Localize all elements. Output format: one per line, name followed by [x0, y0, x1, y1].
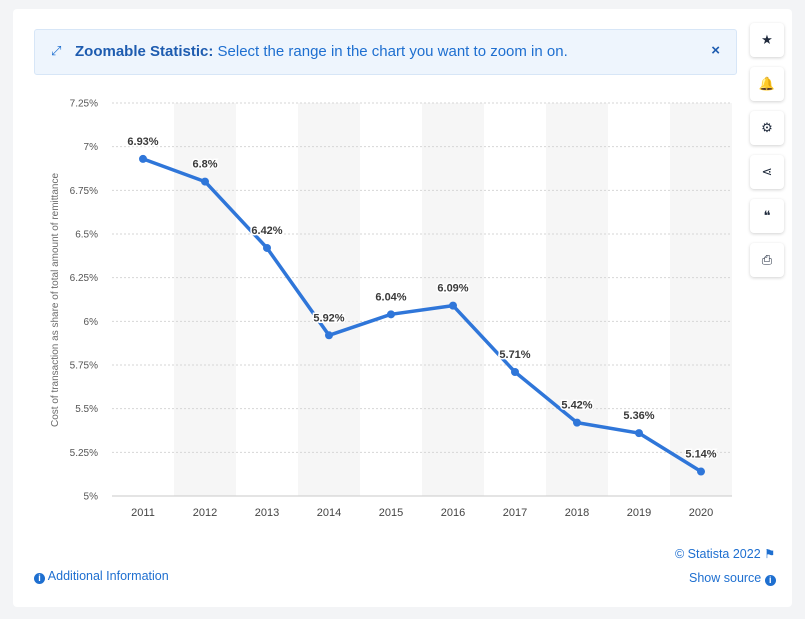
x-tick-label: 2011 [131, 507, 155, 519]
cite-button[interactable]: ❝ [750, 199, 784, 233]
data-point[interactable] [449, 301, 457, 310]
flag-icon: ⚑ [764, 547, 776, 561]
x-tick-label: 2012 [193, 507, 217, 519]
data-label: 6.04% [375, 291, 406, 303]
column-band [422, 103, 484, 496]
printer-icon: ⎙ [761, 252, 773, 267]
notification-button[interactable]: 🔔 [750, 67, 784, 101]
y-tick-label: 5.75% [70, 361, 98, 372]
y-tick-label: 6.5% [75, 230, 98, 241]
data-point[interactable] [635, 429, 643, 438]
series-line [141, 157, 703, 474]
y-tick-label: 6.25% [70, 273, 98, 284]
x-tick-label: 2020 [689, 507, 713, 519]
zoom-banner: ⤢ Zoomable Statistic: Select the range i… [34, 29, 737, 75]
data-point[interactable] [139, 154, 147, 163]
x-tick-label: 2016 [441, 507, 465, 519]
close-icon[interactable]: × [711, 42, 720, 59]
info-icon: i [34, 573, 45, 584]
banner-text: Zoomable Statistic: Select the range in … [75, 43, 568, 60]
bell-icon: 🔔 [758, 76, 776, 91]
copyright-link[interactable]: © Statista 2022 ⚑ [675, 546, 775, 561]
data-label: 5.14% [685, 449, 716, 461]
data-point[interactable] [387, 310, 395, 319]
data-label-halo: 5.14% [685, 449, 716, 461]
y-tick-label: 7.25% [70, 99, 98, 110]
data-label: 6.8% [192, 159, 217, 171]
data-label-halo: 6.09% [437, 283, 468, 295]
y-tick-label: 5.25% [70, 448, 98, 459]
star-icon: ★ [761, 32, 773, 47]
data-label: 6.09% [437, 283, 468, 295]
share-button[interactable]: ⋖ [750, 155, 784, 189]
column-band [546, 103, 608, 496]
y-tick-label: 7% [84, 142, 99, 153]
additional-info-link[interactable]: i Additional Information [34, 569, 169, 584]
data-label: 5.42% [561, 400, 592, 412]
data-point[interactable] [325, 331, 333, 340]
y-tick-label: 6% [84, 317, 99, 328]
x-tick-label: 2017 [503, 507, 527, 519]
show-source-link[interactable]: Show source i [689, 571, 776, 586]
data-label-halo: 5.42% [561, 400, 592, 412]
data-label-halo: 5.71% [499, 349, 530, 361]
data-label: 6.93% [127, 136, 158, 148]
x-tick-label: 2014 [317, 507, 341, 519]
data-label: 6.42% [251, 225, 282, 237]
show-source-text: Show source [689, 571, 762, 585]
data-label: 5.92% [313, 312, 344, 324]
data-point[interactable] [263, 243, 271, 252]
data-label-halo: 6.8% [192, 159, 217, 171]
data-label-halo: 5.36% [623, 410, 654, 422]
data-label-halo: 6.42% [251, 225, 282, 237]
quote-icon: ❝ [763, 208, 771, 223]
data-label: 5.36% [623, 410, 654, 422]
additional-info-text: Additional Information [47, 569, 169, 583]
y-axis-label: Cost of transaction as share of total am… [50, 173, 61, 427]
data-point[interactable] [573, 418, 581, 427]
data-point[interactable] [511, 367, 519, 376]
column-band [670, 103, 732, 496]
data-label: 5.71% [499, 349, 530, 361]
y-tick-label: 5% [84, 492, 99, 503]
info-icon: i [764, 575, 776, 586]
share-icon: ⋖ [761, 164, 773, 179]
data-point[interactable] [697, 467, 705, 476]
bookmark-button[interactable]: ★ [750, 23, 784, 57]
expand-icon: ⤢ [51, 43, 62, 58]
data-label-halo: 5.92% [313, 312, 344, 324]
gear-icon: ⚙ [761, 120, 773, 135]
y-tick-label: 5.5% [75, 404, 98, 415]
banner-title: Zoomable Statistic: [75, 43, 214, 60]
data-label-halo: 6.93% [127, 136, 158, 148]
x-tick-label: 2015 [379, 507, 403, 519]
column-band [298, 103, 360, 496]
chart-card [13, 9, 792, 607]
y-tick-label: 6.75% [70, 186, 98, 197]
x-tick-label: 2013 [255, 507, 279, 519]
x-tick-label: 2019 [627, 507, 651, 519]
banner-message: Select the range in the chart you want t… [217, 43, 568, 60]
settings-button[interactable]: ⚙ [750, 111, 784, 145]
x-tick-label: 2018 [565, 507, 589, 519]
column-band [174, 103, 236, 496]
copyright-text: © Statista 2022 [675, 547, 761, 561]
data-label-halo: 6.04% [375, 291, 406, 303]
data-point[interactable] [201, 177, 209, 186]
print-button[interactable]: ⎙ [750, 243, 784, 277]
